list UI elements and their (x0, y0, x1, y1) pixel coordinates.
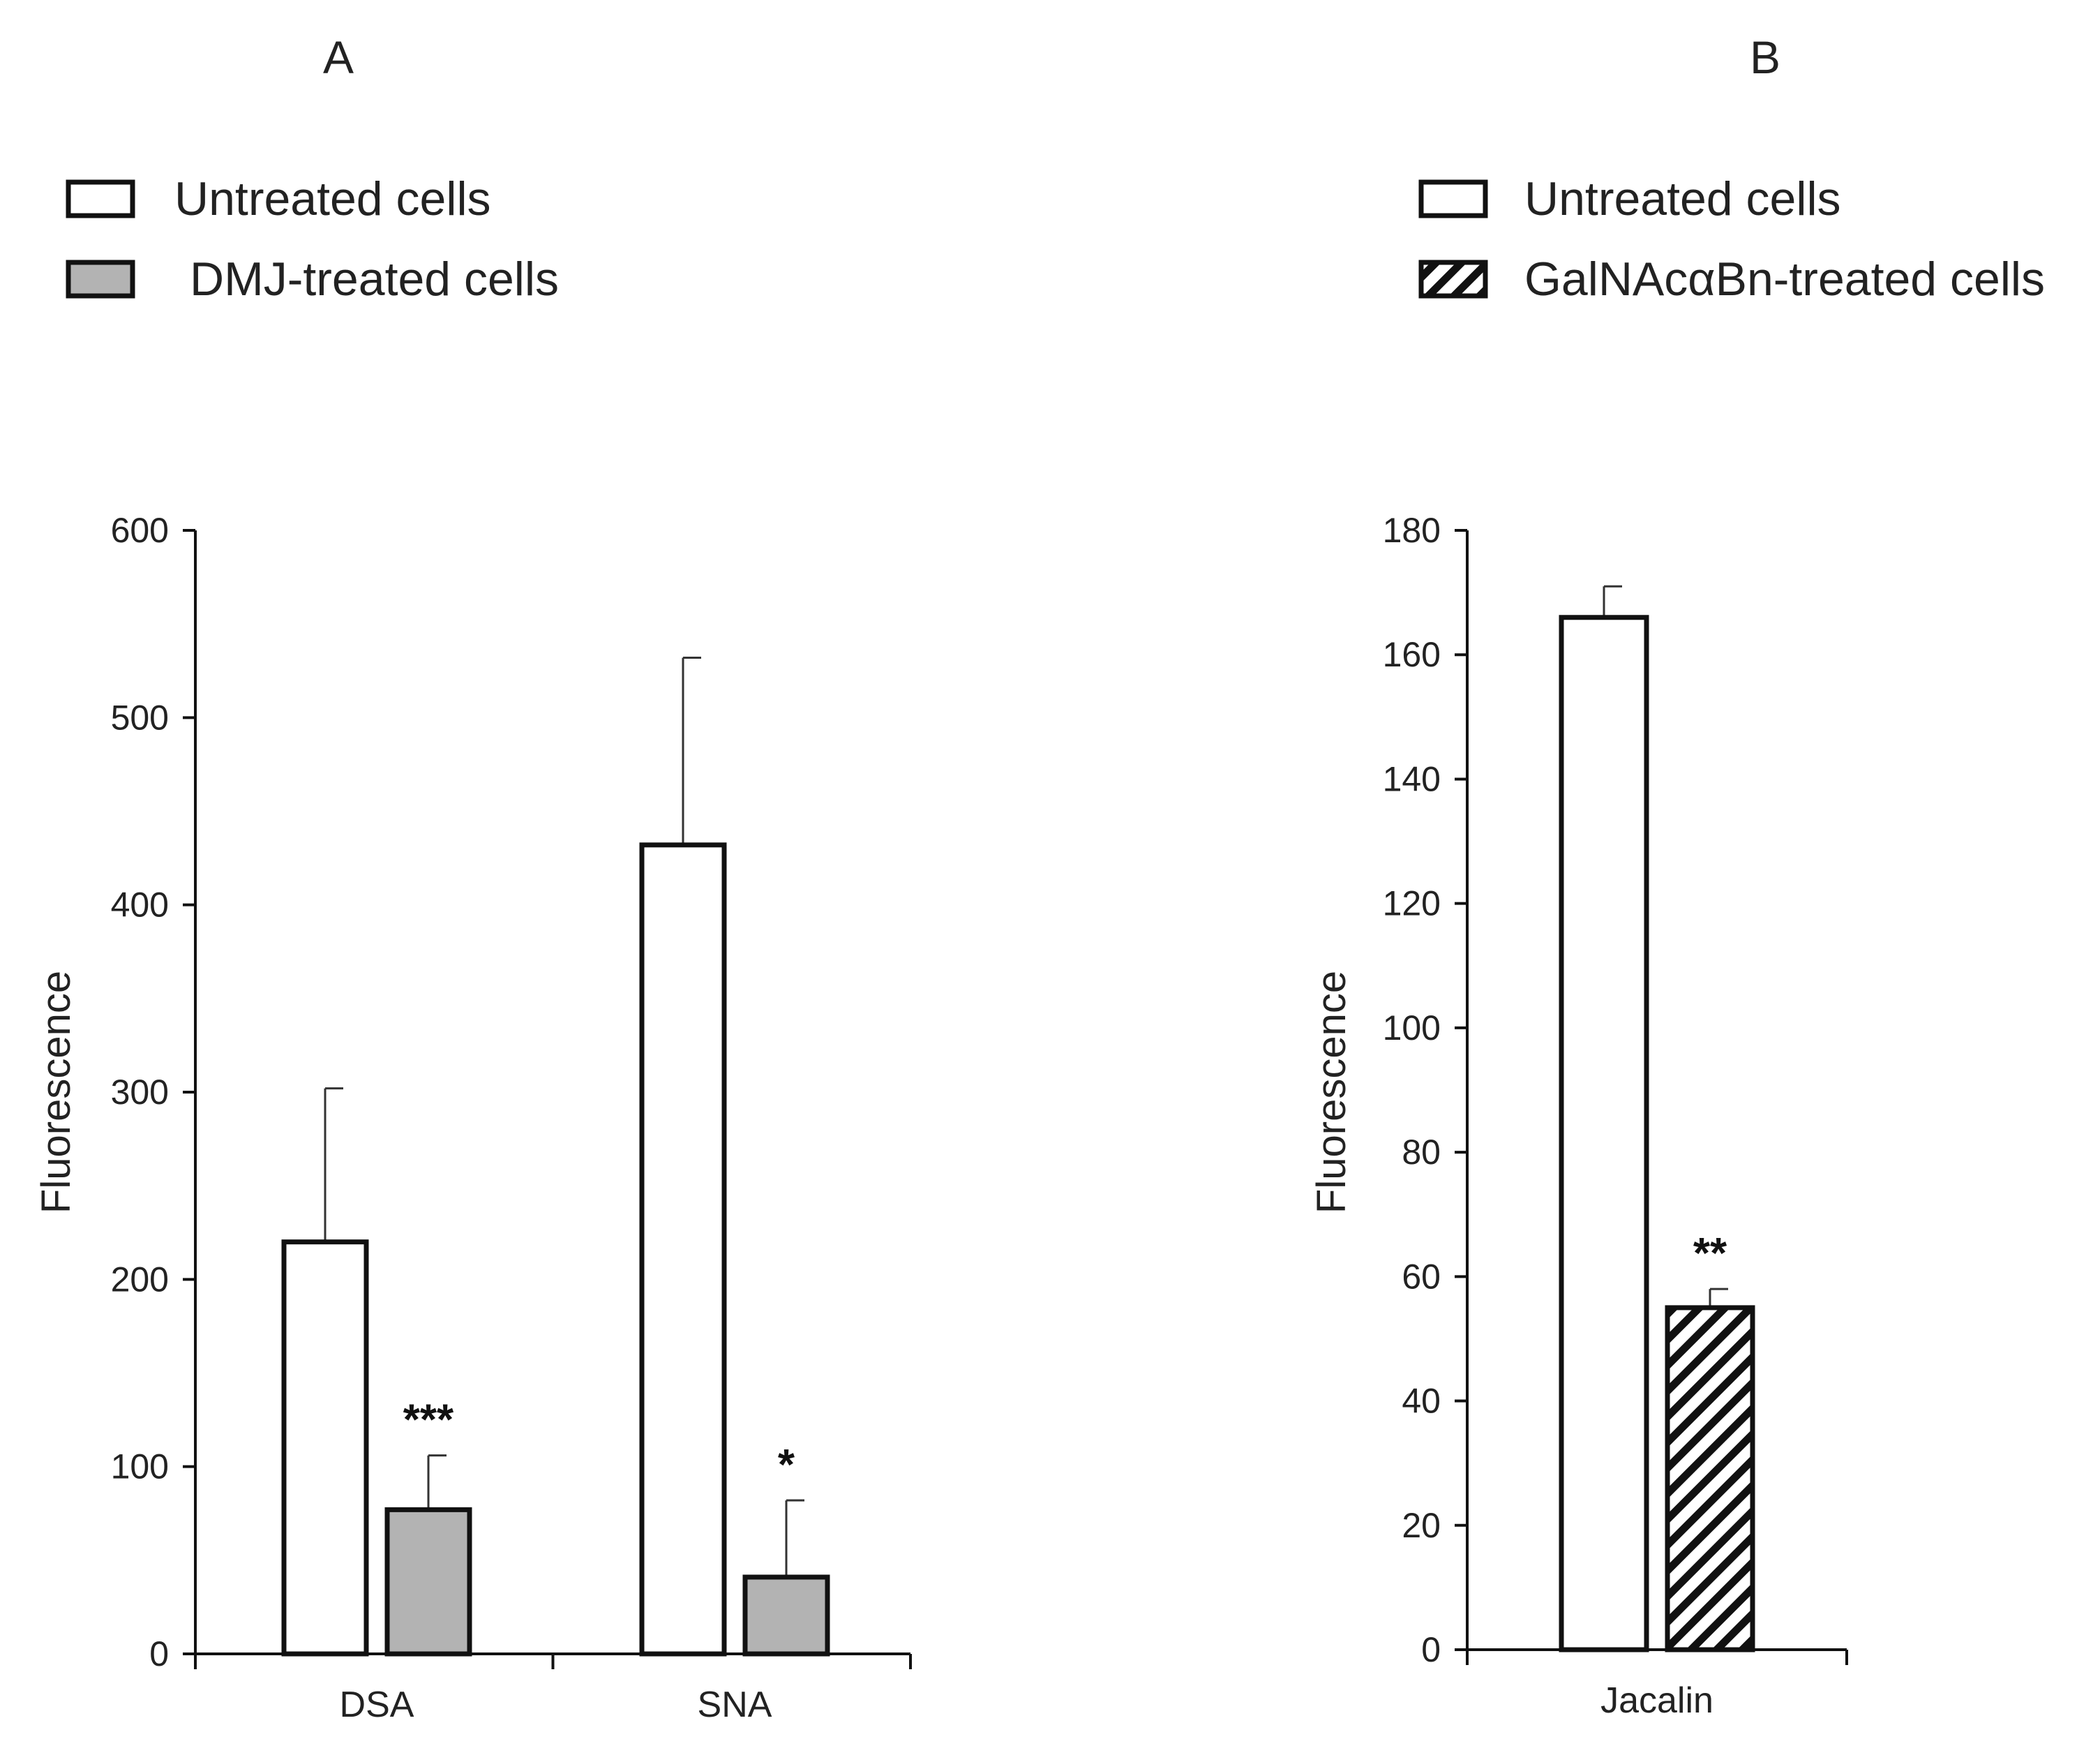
panel-letter: A (323, 31, 354, 83)
y-tick-label: 160 (1383, 635, 1441, 674)
legend-label: Untreated cells (1524, 172, 1841, 225)
category-label: Jacalin (1600, 1680, 1713, 1721)
significance-marker: *** (403, 1396, 454, 1445)
y-tick-label: 0 (1421, 1630, 1441, 1669)
y-tick-label: 40 (1402, 1382, 1441, 1421)
legend-label: GalNAcαBn-treated cells (1524, 253, 2045, 306)
y-tick-label: 20 (1402, 1506, 1441, 1545)
legend-swatch (66, 260, 135, 299)
y-tick-label: 80 (1402, 1133, 1441, 1172)
bar (281, 1239, 369, 1657)
y-tick-label: 180 (1383, 511, 1441, 550)
y-tick-label: 100 (111, 1447, 169, 1486)
bar (742, 1574, 830, 1657)
category-label: SNA (698, 1685, 772, 1725)
y-tick-label: 0 (149, 1634, 169, 1673)
y-tick-label: 600 (111, 511, 169, 550)
y-tick-label: 400 (111, 886, 169, 925)
bar (1559, 615, 1649, 1652)
category-label: DSA (340, 1685, 414, 1725)
panel-letter: B (1750, 31, 1780, 83)
y-tick-label: 100 (1383, 1008, 1441, 1047)
significance-marker: * (778, 1441, 795, 1489)
legend-swatch (66, 179, 135, 218)
y-tick-label: 300 (111, 1073, 169, 1112)
significance-marker: ** (1693, 1230, 1727, 1278)
bar (1665, 1305, 1755, 1652)
y-tick-label: 60 (1402, 1257, 1441, 1296)
bar (384, 1507, 472, 1657)
legend-swatch (1418, 179, 1488, 218)
y-tick-label: 500 (111, 698, 169, 737)
panel-b: B Untreated cells GalNAcαBn-treated cells 0… (1309, 31, 2045, 1721)
legend-label: Untreated cells (174, 172, 491, 225)
bar (639, 842, 727, 1657)
y-tick-label: 200 (111, 1260, 169, 1299)
y-tick-label: 120 (1383, 884, 1441, 923)
y-tick-label: 140 (1383, 759, 1441, 798)
panel-a: A Untreated cells DMJ-treated cells 0 100 200… (33, 31, 912, 1725)
legend-label: DMJ-treated cells (190, 253, 559, 306)
y-axis-label: Fluorescence (1309, 971, 1354, 1214)
legend-swatch (1418, 260, 1488, 299)
y-axis-label: Fluorescence (33, 971, 79, 1214)
